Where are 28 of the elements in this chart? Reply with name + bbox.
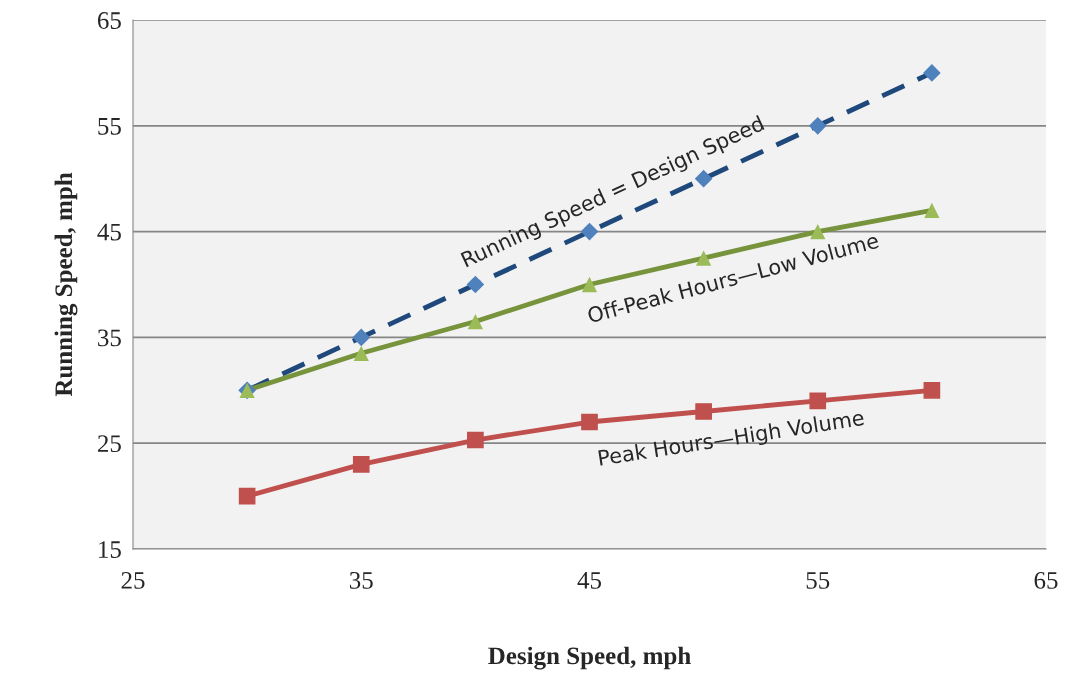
x-tick-label: 45 — [577, 572, 602, 589]
point — [923, 381, 941, 399]
point — [808, 116, 827, 135]
text: Peak Hours—High Volume — [598, 409, 865, 470]
point — [238, 487, 256, 505]
x-tick-label: 35 — [349, 572, 373, 589]
x-tick-label: 25 — [121, 572, 145, 589]
y-tick-label: 55 — [98, 118, 121, 135]
y-tick-label: 25 — [97, 435, 121, 453]
point — [352, 456, 370, 473]
point — [809, 392, 827, 410]
x-tick-label: 55 — [806, 572, 830, 589]
point — [467, 313, 484, 330]
y-tick-label: 65 — [97, 12, 121, 29]
point — [923, 64, 941, 82]
point — [466, 275, 485, 294]
x-tick-label: 65 — [1034, 572, 1058, 589]
point — [353, 345, 369, 361]
y-axis-title: Running Speed, mph — [54, 172, 78, 397]
y-tick-label: 15 — [99, 541, 121, 558]
point — [581, 413, 598, 431]
point — [352, 328, 371, 347]
point — [467, 431, 484, 449]
point — [924, 202, 940, 219]
point — [695, 403, 712, 420]
x-axis-title: Design Speed, mph — [488, 646, 691, 670]
y-tick-label: 45 — [97, 223, 121, 241]
y-tick-label: 35 — [98, 329, 121, 347]
